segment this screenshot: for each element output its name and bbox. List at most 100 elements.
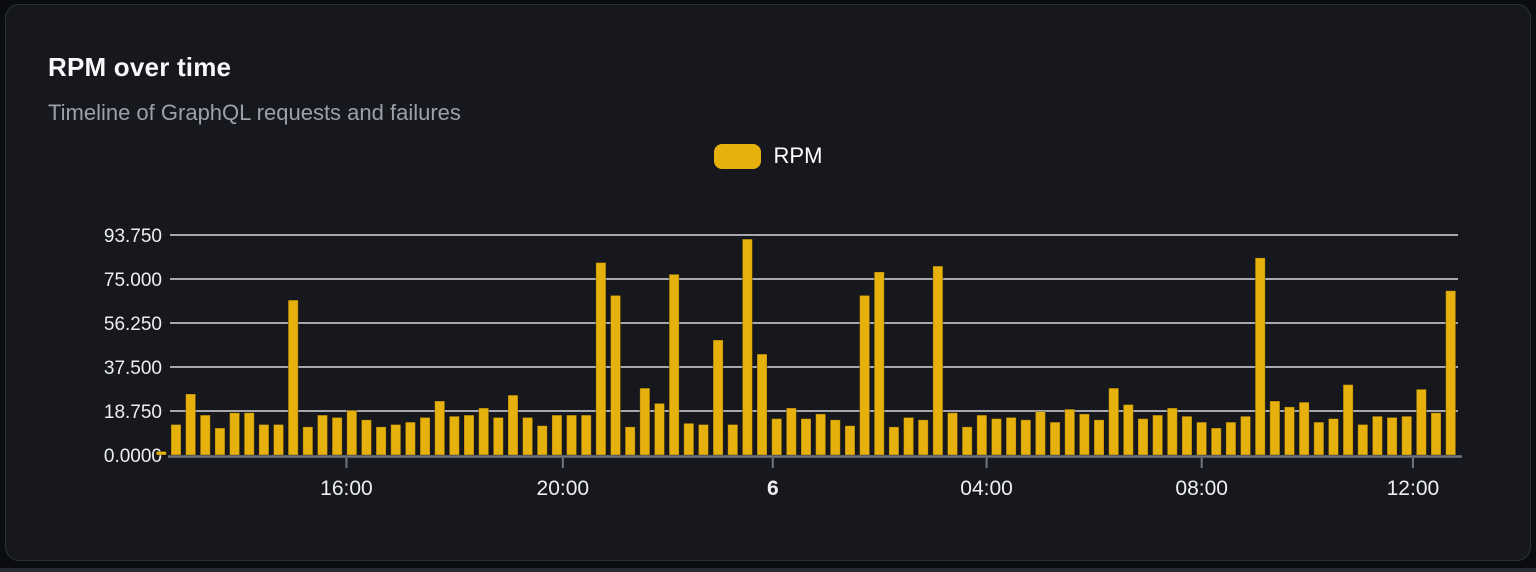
- bar[interactable]: [1152, 414, 1164, 456]
- bar[interactable]: [316, 414, 328, 456]
- bar[interactable]: [199, 414, 211, 456]
- bar[interactable]: [522, 416, 534, 456]
- bar[interactable]: [478, 407, 490, 456]
- bar[interactable]: [360, 419, 372, 456]
- bar[interactable]: [507, 394, 519, 456]
- bar[interactable]: [990, 418, 1002, 456]
- bar[interactable]: [1108, 387, 1120, 456]
- bar[interactable]: [683, 422, 695, 456]
- bar[interactable]: [917, 419, 929, 456]
- bar[interactable]: [243, 412, 255, 456]
- bar[interactable]: [273, 423, 285, 456]
- bar[interactable]: [1064, 408, 1076, 456]
- bar[interactable]: [346, 409, 358, 456]
- bar[interactable]: [1005, 416, 1017, 456]
- bar[interactable]: [1415, 388, 1427, 456]
- bar[interactable]: [1034, 411, 1046, 456]
- y-axis-label: 18.750: [104, 402, 162, 423]
- bar[interactable]: [785, 407, 797, 456]
- bar[interactable]: [463, 414, 475, 456]
- bar[interactable]: [727, 423, 739, 456]
- bar[interactable]: [580, 414, 592, 456]
- bar[interactable]: [903, 416, 915, 456]
- bar[interactable]: [829, 419, 841, 456]
- bar[interactable]: [170, 423, 182, 456]
- bar[interactable]: [1049, 421, 1061, 456]
- bar[interactable]: [859, 294, 871, 456]
- bar[interactable]: [697, 423, 709, 456]
- bar[interactable]: [287, 299, 299, 456]
- bar[interactable]: [1371, 415, 1383, 456]
- bar[interactable]: [492, 416, 504, 456]
- bar[interactable]: [331, 416, 343, 456]
- bar[interactable]: [551, 414, 563, 456]
- bar[interactable]: [302, 426, 314, 456]
- bar[interactable]: [434, 400, 446, 456]
- page-bottom-edge: [0, 568, 1536, 572]
- bar[interactable]: [653, 402, 665, 456]
- bar[interactable]: [1225, 421, 1237, 456]
- bar[interactable]: [1078, 413, 1090, 456]
- bar[interactable]: [419, 416, 431, 456]
- bar[interactable]: [404, 421, 416, 456]
- bar[interactable]: [1196, 421, 1208, 456]
- bar[interactable]: [1166, 407, 1178, 456]
- bar[interactable]: [932, 265, 944, 456]
- x-axis-label: 08:00: [1175, 477, 1228, 500]
- bar[interactable]: [668, 273, 680, 456]
- bar[interactable]: [639, 387, 651, 456]
- bar[interactable]: [771, 418, 783, 456]
- bar[interactable]: [1386, 416, 1398, 456]
- bar[interactable]: [815, 413, 827, 456]
- bar[interactable]: [1210, 427, 1222, 456]
- bar[interactable]: [1181, 415, 1193, 456]
- bar[interactable]: [375, 426, 387, 456]
- bar[interactable]: [873, 271, 885, 456]
- bar[interactable]: [185, 393, 197, 456]
- bar[interactable]: [1313, 421, 1325, 456]
- bar[interactable]: [155, 450, 167, 456]
- bar[interactable]: [390, 423, 402, 456]
- bar[interactable]: [1020, 419, 1032, 456]
- bar[interactable]: [756, 353, 768, 456]
- bar[interactable]: [1342, 384, 1354, 456]
- bar[interactable]: [947, 412, 959, 456]
- bar[interactable]: [595, 262, 607, 456]
- bar[interactable]: [1093, 419, 1105, 456]
- bar[interactable]: [1445, 290, 1457, 456]
- bar[interactable]: [1284, 406, 1296, 456]
- bar[interactable]: [448, 415, 460, 456]
- x-axis-label: 6: [767, 477, 779, 500]
- bar[interactable]: [1327, 418, 1339, 456]
- bar[interactable]: [1269, 400, 1281, 456]
- bar[interactable]: [1254, 257, 1266, 456]
- bar[interactable]: [536, 425, 548, 456]
- bar[interactable]: [976, 414, 988, 456]
- y-axis-label: 93.750: [104, 226, 162, 247]
- bar[interactable]: [712, 339, 724, 456]
- chart-plot-area: 0.0000 18.750 37.500 56.250 75.000 93.750 16:0…: [6, 175, 1530, 510]
- bar[interactable]: [258, 423, 270, 456]
- bar[interactable]: [1357, 423, 1369, 456]
- bar[interactable]: [800, 418, 812, 456]
- bar[interactable]: [1298, 401, 1310, 456]
- x-axis-label: 20:00: [537, 477, 590, 500]
- bar[interactable]: [1240, 415, 1252, 456]
- x-axis-label: 16:00: [320, 477, 373, 500]
- bar[interactable]: [610, 294, 622, 456]
- bar[interactable]: [1122, 404, 1134, 456]
- bar[interactable]: [624, 426, 636, 456]
- bar[interactable]: [961, 426, 973, 456]
- bar[interactable]: [741, 238, 753, 456]
- bar[interactable]: [888, 426, 900, 456]
- bar[interactable]: [1137, 418, 1149, 456]
- bar[interactable]: [214, 427, 226, 456]
- bar[interactable]: [229, 412, 241, 456]
- legend-item-rpm[interactable]: RPM: [713, 143, 822, 169]
- bar[interactable]: [566, 414, 578, 456]
- x-axis-label: 12:00: [1387, 477, 1440, 500]
- bar[interactable]: [844, 425, 856, 456]
- bar[interactable]: [1430, 412, 1442, 456]
- bar[interactable]: [1401, 415, 1413, 456]
